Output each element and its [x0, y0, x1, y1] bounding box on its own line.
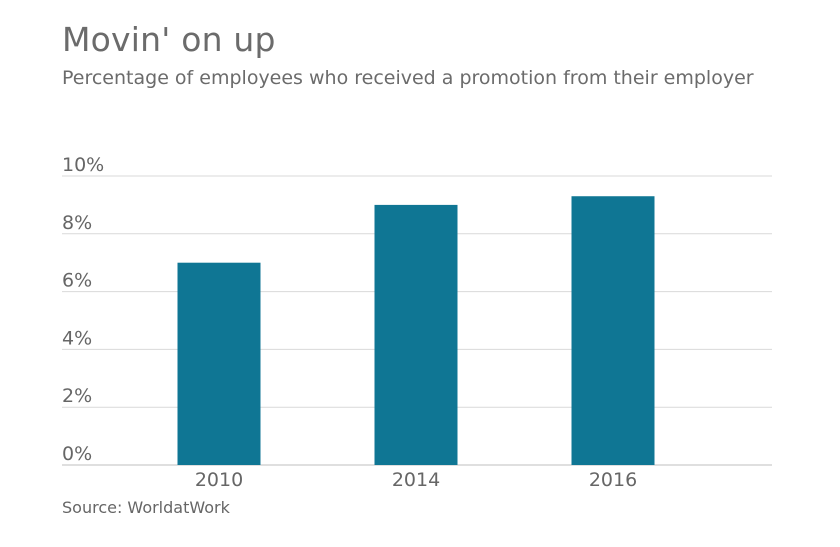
- x-tick-label: 2010: [195, 469, 243, 491]
- bar-2010: [177, 262, 261, 465]
- y-tick-label: 2%: [62, 385, 92, 407]
- y-tick-label: 6%: [62, 270, 92, 292]
- y-tick-label: 4%: [62, 327, 92, 349]
- bar-2014: [374, 204, 458, 465]
- x-axis-tick-labels: 2010 2014 2016: [195, 469, 637, 491]
- y-tick-label: 0%: [62, 443, 92, 465]
- y-tick-label: 10%: [62, 154, 104, 176]
- chart-subtitle: Percentage of employees who received a p…: [62, 67, 754, 89]
- y-axis-tick-labels: 0% 2% 4% 6% 8% 10%: [62, 154, 104, 465]
- source-note: Source: WorldatWork: [62, 498, 230, 517]
- bars: [177, 196, 655, 466]
- x-tick-label: 2016: [589, 469, 637, 491]
- y-tick-label: 8%: [62, 212, 92, 234]
- bar-2016: [571, 196, 655, 466]
- chart-title: Movin' on up: [62, 20, 276, 59]
- x-tick-label: 2014: [392, 469, 440, 491]
